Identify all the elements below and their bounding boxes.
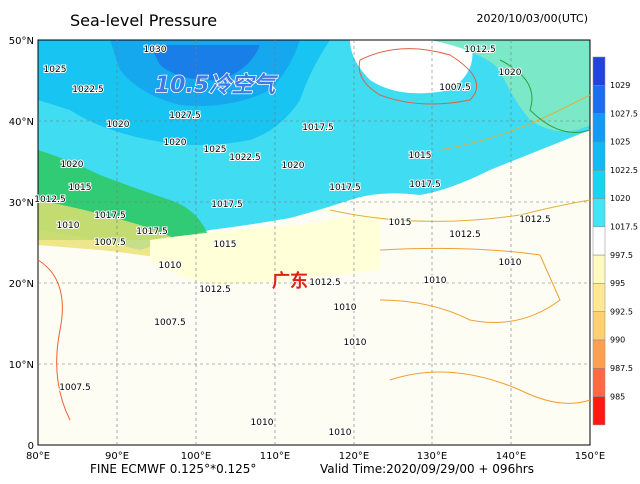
- colorbar-box: [592, 396, 606, 426]
- contour-label: 1012.5: [199, 285, 231, 295]
- contour-label: 1010: [57, 221, 80, 231]
- model-info: FINE ECMWF 0.125°*0.125°: [90, 462, 256, 476]
- contour-label: 1015: [409, 151, 432, 161]
- contour-label: 1007.5: [439, 83, 471, 93]
- contour-label: 1017.5: [302, 123, 334, 133]
- colorbar-label: 1020: [610, 194, 630, 203]
- colorbar-box: [592, 368, 606, 397]
- graticule: [38, 40, 590, 445]
- lon-label: 150°E: [575, 451, 605, 462]
- lon-label: 90°E: [105, 451, 129, 462]
- contours: [37, 48, 591, 421]
- colorbar-label: 997.5: [610, 251, 633, 260]
- contour-label: 1025: [204, 145, 227, 155]
- colorbar-box: [592, 311, 606, 341]
- contour-label: 1010: [334, 303, 357, 313]
- colorbar-label: 1025: [610, 138, 630, 147]
- region-label: 广东: [272, 270, 308, 292]
- contour-label: 1010: [424, 276, 447, 286]
- contour-label: 1027.5: [169, 111, 201, 121]
- contour-label: 1012.5: [449, 230, 481, 240]
- lat-label: 20°N: [9, 279, 34, 290]
- colorbar-box: [592, 141, 606, 171]
- contour-label: 1020: [282, 161, 305, 171]
- contour-label: 1015: [389, 218, 412, 228]
- lat-label: 40°N: [9, 117, 34, 128]
- contour-label: 1020: [61, 160, 84, 170]
- contour-label: 1007.5: [154, 318, 186, 328]
- lon-label: 80°E: [26, 451, 50, 462]
- lon-label: 120°E: [339, 451, 369, 462]
- contour-label: 1015: [69, 183, 92, 193]
- lat-label: 50°N: [9, 36, 34, 47]
- colorbar-box: [592, 198, 606, 228]
- colorbar-box: [592, 283, 606, 312]
- colorbar-label: 1017.5: [610, 223, 638, 232]
- contour-label: 1007.5: [59, 383, 91, 393]
- contour-label: 1010: [159, 261, 182, 271]
- contour-label: 1010: [499, 258, 522, 268]
- colorbar-label: 1022.5: [610, 166, 638, 175]
- contour-label: 1010: [329, 428, 352, 438]
- lon-label: 110°E: [260, 451, 290, 462]
- map-fill: [38, 40, 590, 445]
- contour-label: 1017.5: [136, 227, 168, 237]
- lat-label: 30°N: [9, 198, 34, 209]
- map-frame: [37, 39, 591, 446]
- colorbar-box: [592, 169, 606, 199]
- colorbar-box: [592, 254, 606, 284]
- lon-label: 100°E: [181, 451, 211, 462]
- lon-label: 130°E: [417, 451, 447, 462]
- valid-time: Valid Time:2020/09/29/00 + 096hrs: [320, 462, 534, 476]
- colorbar-label: 985: [610, 392, 625, 401]
- contour-label: 1020: [164, 138, 187, 148]
- contour-label: 1022.5: [72, 85, 104, 95]
- colorbar-box: [592, 56, 606, 86]
- contour-label: 1017.5: [329, 183, 361, 193]
- contour-label: 1030: [144, 45, 167, 55]
- contour-label: 1017.5: [409, 180, 441, 190]
- contour-label: 1012.5: [309, 278, 341, 288]
- colorbar-box: [592, 339, 606, 369]
- lat-label: 0: [28, 441, 34, 452]
- contour-label: 1007.5: [94, 238, 126, 248]
- colorbar-label: 1029: [610, 81, 630, 90]
- contour-label: 1010: [344, 338, 367, 348]
- colorbar-box: [592, 226, 606, 256]
- colorbar-box: [592, 113, 606, 143]
- colorbar-label: 1027.5: [610, 109, 638, 118]
- colorbar-box: [592, 85, 606, 114]
- cold-air-label: 10.5冷空气: [155, 72, 278, 98]
- colorbar-label: 987.5: [610, 364, 633, 373]
- lat-label: 10°N: [9, 360, 34, 371]
- contour-label: 1022.5: [229, 153, 261, 163]
- contour-label: 1017.5: [94, 211, 126, 221]
- contour-label: 1012.5: [519, 215, 551, 225]
- contour-label: 1015: [214, 240, 237, 250]
- contour-label: 1020: [499, 68, 522, 78]
- contour-label: 1025: [44, 65, 67, 75]
- colorbar-label: 992.5: [610, 307, 633, 316]
- contour-label: 1017.5: [211, 200, 243, 210]
- contour-label: 1012.5: [464, 45, 496, 55]
- date: 2020/10/03/00(UTC): [477, 12, 589, 25]
- contour-label: 1020: [107, 120, 130, 130]
- colorbar-label: 995: [610, 279, 625, 288]
- title: Sea-level Pressure: [70, 11, 217, 30]
- contour-label: 1010: [251, 418, 274, 428]
- colorbar: 1029 1027.5 1025 1022.5 1020 1017.5 997.5 995 99…: [592, 56, 638, 426]
- colorbar-label: 990: [610, 336, 625, 345]
- contour-label: 1012.5: [34, 195, 66, 205]
- lon-label: 140°E: [496, 451, 526, 462]
